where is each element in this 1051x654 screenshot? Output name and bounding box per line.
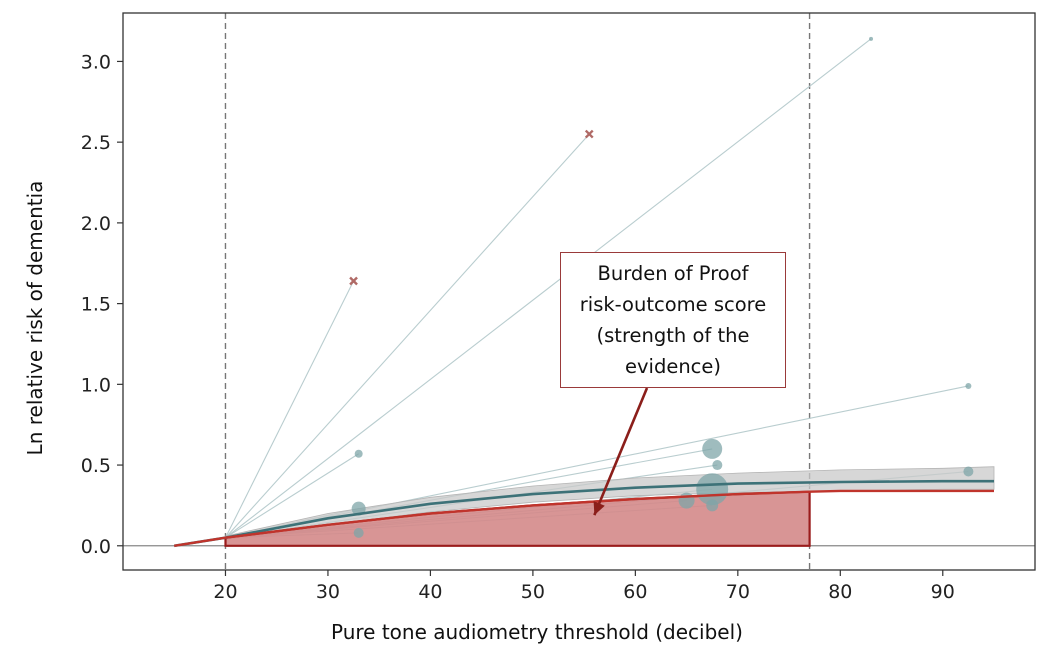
x-axis-label: Pure tone audiometry threshold (decibel) (331, 620, 743, 644)
x-tick-label: 20 (213, 581, 237, 603)
study-point (965, 382, 972, 389)
y-tick-label: 0.5 (81, 455, 111, 477)
mean-risk-curve (173, 479, 994, 548)
study-point (963, 466, 974, 477)
annotation-line-3: (strength of the (596, 324, 750, 347)
outlier-marker-stroke (349, 276, 358, 286)
y-tick-label: 1.5 (81, 294, 111, 316)
plot-area (123, 13, 1035, 570)
x-tick-label: 80 (828, 581, 852, 603)
x-tick-label: 70 (726, 581, 750, 603)
outlier-marker (349, 276, 358, 286)
study-line (225, 38, 872, 539)
study-point (712, 460, 723, 471)
y-tick-label: 1.0 (81, 374, 111, 396)
study-point (678, 492, 695, 509)
study-point (702, 438, 723, 459)
y-tick-label: 2.0 (81, 213, 111, 235)
x-tick-label: 50 (521, 581, 545, 603)
annotation-arrow-head (593, 501, 605, 516)
study-point (706, 499, 719, 512)
study-point (353, 527, 364, 538)
annotation-box: Burden of Proof risk-outcome score (stre… (560, 252, 786, 388)
study-line (225, 453, 359, 539)
y-tick-label: 3.0 (81, 51, 111, 73)
annotation-line-1: Burden of Proof (597, 262, 749, 285)
bprf-curve (174, 489, 994, 547)
axis-ticks: 20 30 40 50 60 70 80 90 0.0 0.5 1.0 1.5 2.0 2.5 3.0 (81, 51, 955, 603)
x-tick-label: 60 (623, 581, 647, 603)
uncertainty-band (225, 466, 995, 540)
annotation-arrow (593, 387, 649, 516)
study-point (354, 449, 363, 458)
x-tick-label: 90 (931, 581, 955, 603)
study-line (224, 280, 355, 538)
study-point (869, 36, 874, 41)
study-line (225, 133, 590, 539)
annotation-line-4: evidence) (624, 355, 721, 378)
axes-frame (122, 12, 1036, 571)
outlier-marker-stroke (584, 129, 594, 139)
annotation-line-2: risk-outcome score (579, 293, 767, 316)
y-tick-label: 2.5 (81, 132, 111, 154)
x-tick-label: 30 (316, 581, 340, 603)
y-axis-label: Ln relative risk of dementia (23, 181, 47, 456)
y-tick-label: 0.0 (81, 536, 111, 558)
outlier-marker (584, 129, 594, 139)
study-point (696, 473, 729, 506)
x-tick-label: 40 (418, 581, 442, 603)
